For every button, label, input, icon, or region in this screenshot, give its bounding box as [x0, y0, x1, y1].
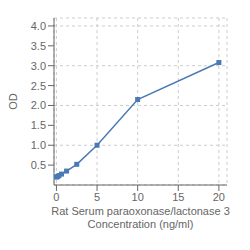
svg-text:2.5: 2.5 [31, 80, 46, 92]
svg-text:3.0: 3.0 [31, 60, 46, 72]
svg-text:1.5: 1.5 [31, 119, 46, 131]
svg-text:0.5: 0.5 [31, 159, 46, 171]
svg-text:0: 0 [53, 191, 59, 203]
svg-text:4.0: 4.0 [31, 20, 46, 32]
svg-text:15: 15 [172, 191, 184, 203]
svg-text:5: 5 [94, 191, 100, 203]
svg-text:10: 10 [132, 191, 144, 203]
svg-text:20: 20 [213, 191, 225, 203]
svg-text:3.5: 3.5 [31, 40, 46, 52]
svg-text:OD: OD [8, 93, 19, 110]
svg-text:Rat Serum paraoxonase/lactonas: Rat Serum paraoxonase/lactonase 3Concent… [51, 205, 230, 230]
svg-text:1.0: 1.0 [31, 139, 46, 151]
svg-text:2.0: 2.0 [31, 99, 46, 111]
